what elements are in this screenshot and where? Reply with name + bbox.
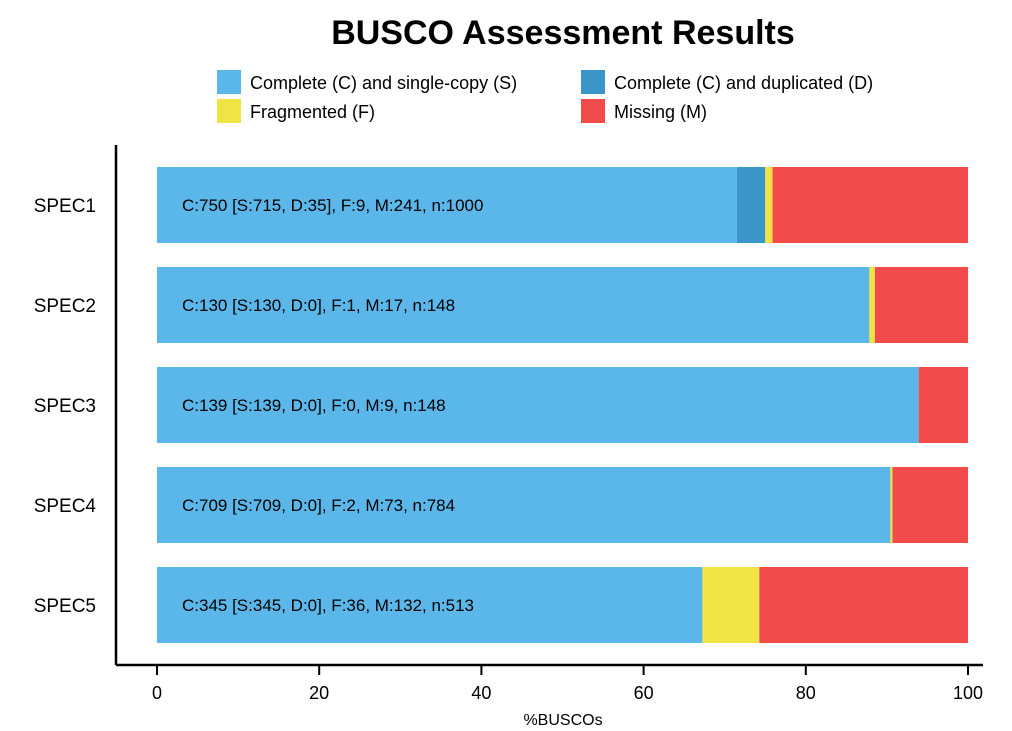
bar-label-spec2: C:130 [S:130, D:0], F:1, M:17, n:148 — [182, 296, 455, 315]
bar-spec3-complete-c-and-single-copy-s — [157, 367, 919, 443]
bar-label-spec4: C:709 [S:709, D:0], F:2, M:73, n:784 — [182, 496, 455, 515]
x-tick-label-40: 40 — [471, 683, 491, 703]
bar-spec2-fragmented-f — [869, 267, 875, 343]
legend-label-duplicated: Complete (C) and duplicated (D) — [614, 73, 873, 93]
bar-label-spec3: C:139 [S:139, D:0], F:0, M:9, n:148 — [182, 396, 446, 415]
bar-spec5-missing-m — [759, 567, 968, 643]
x-tick-label-80: 80 — [796, 683, 816, 703]
bar-spec3-missing-m — [918, 367, 968, 443]
legend-swatch-duplicated — [581, 70, 605, 94]
x-tick-label-100: 100 — [953, 683, 983, 703]
category-label-spec5: SPEC5 — [34, 596, 96, 617]
bar-spec4-complete-c-and-single-copy-s — [157, 467, 891, 543]
legend-swatch-single-copy — [217, 70, 241, 94]
bar-spec1-fragmented-f — [765, 167, 773, 243]
bar-spec4-missing-m — [892, 467, 968, 543]
bar-labels: C:750 [S:715, D:35], F:9, M:241, n:1000 C… — [182, 196, 483, 615]
legend-label-fragmented: Fragmented (F) — [250, 102, 375, 122]
bar-spec2-complete-c-and-single-copy-s — [157, 267, 870, 343]
category-label-spec1: SPEC1 — [34, 196, 96, 217]
bar-spec1-missing-m — [772, 167, 968, 243]
bar-spec5-complete-c-and-single-copy-s — [157, 567, 703, 643]
legend-label-single-copy: Complete (C) and single-copy (S) — [250, 73, 517, 93]
legend-label-missing: Missing (M) — [614, 102, 707, 122]
bar-spec2-missing-m — [874, 267, 969, 343]
chart-title: BUSCO Assessment Results — [331, 14, 795, 52]
x-tick-label-20: 20 — [309, 683, 329, 703]
category-label-spec4: SPEC4 — [34, 496, 97, 517]
category-label-spec2: SPEC2 — [34, 296, 96, 317]
category-label-spec3: SPEC3 — [34, 396, 96, 417]
legend: Complete (C) and single-copy (S) Complet… — [217, 70, 873, 123]
x-tick-label-0: 0 — [152, 683, 162, 703]
bar-spec5-fragmented-f — [702, 567, 760, 643]
category-labels: SPEC1 SPEC2 SPEC3 SPEC4 SPEC5 — [34, 196, 97, 617]
x-axis-title: %BUSCOs — [523, 712, 602, 729]
bar-spec1-complete-c-and-duplicated-d — [736, 167, 766, 243]
x-axis-ticks: 0 20 40 60 80 100 — [152, 665, 983, 703]
x-tick-label-60: 60 — [634, 683, 654, 703]
legend-swatch-missing — [581, 99, 605, 123]
bar-spec4-fragmented-f — [890, 467, 893, 543]
bar-label-spec1: C:750 [S:715, D:35], F:9, M:241, n:1000 — [182, 196, 483, 215]
bar-label-spec5: C:345 [S:345, D:0], F:36, M:132, n:513 — [182, 596, 474, 615]
legend-swatch-fragmented — [217, 99, 241, 123]
bar-segments — [157, 167, 969, 643]
bar-spec1-complete-c-and-single-copy-s — [157, 167, 737, 243]
